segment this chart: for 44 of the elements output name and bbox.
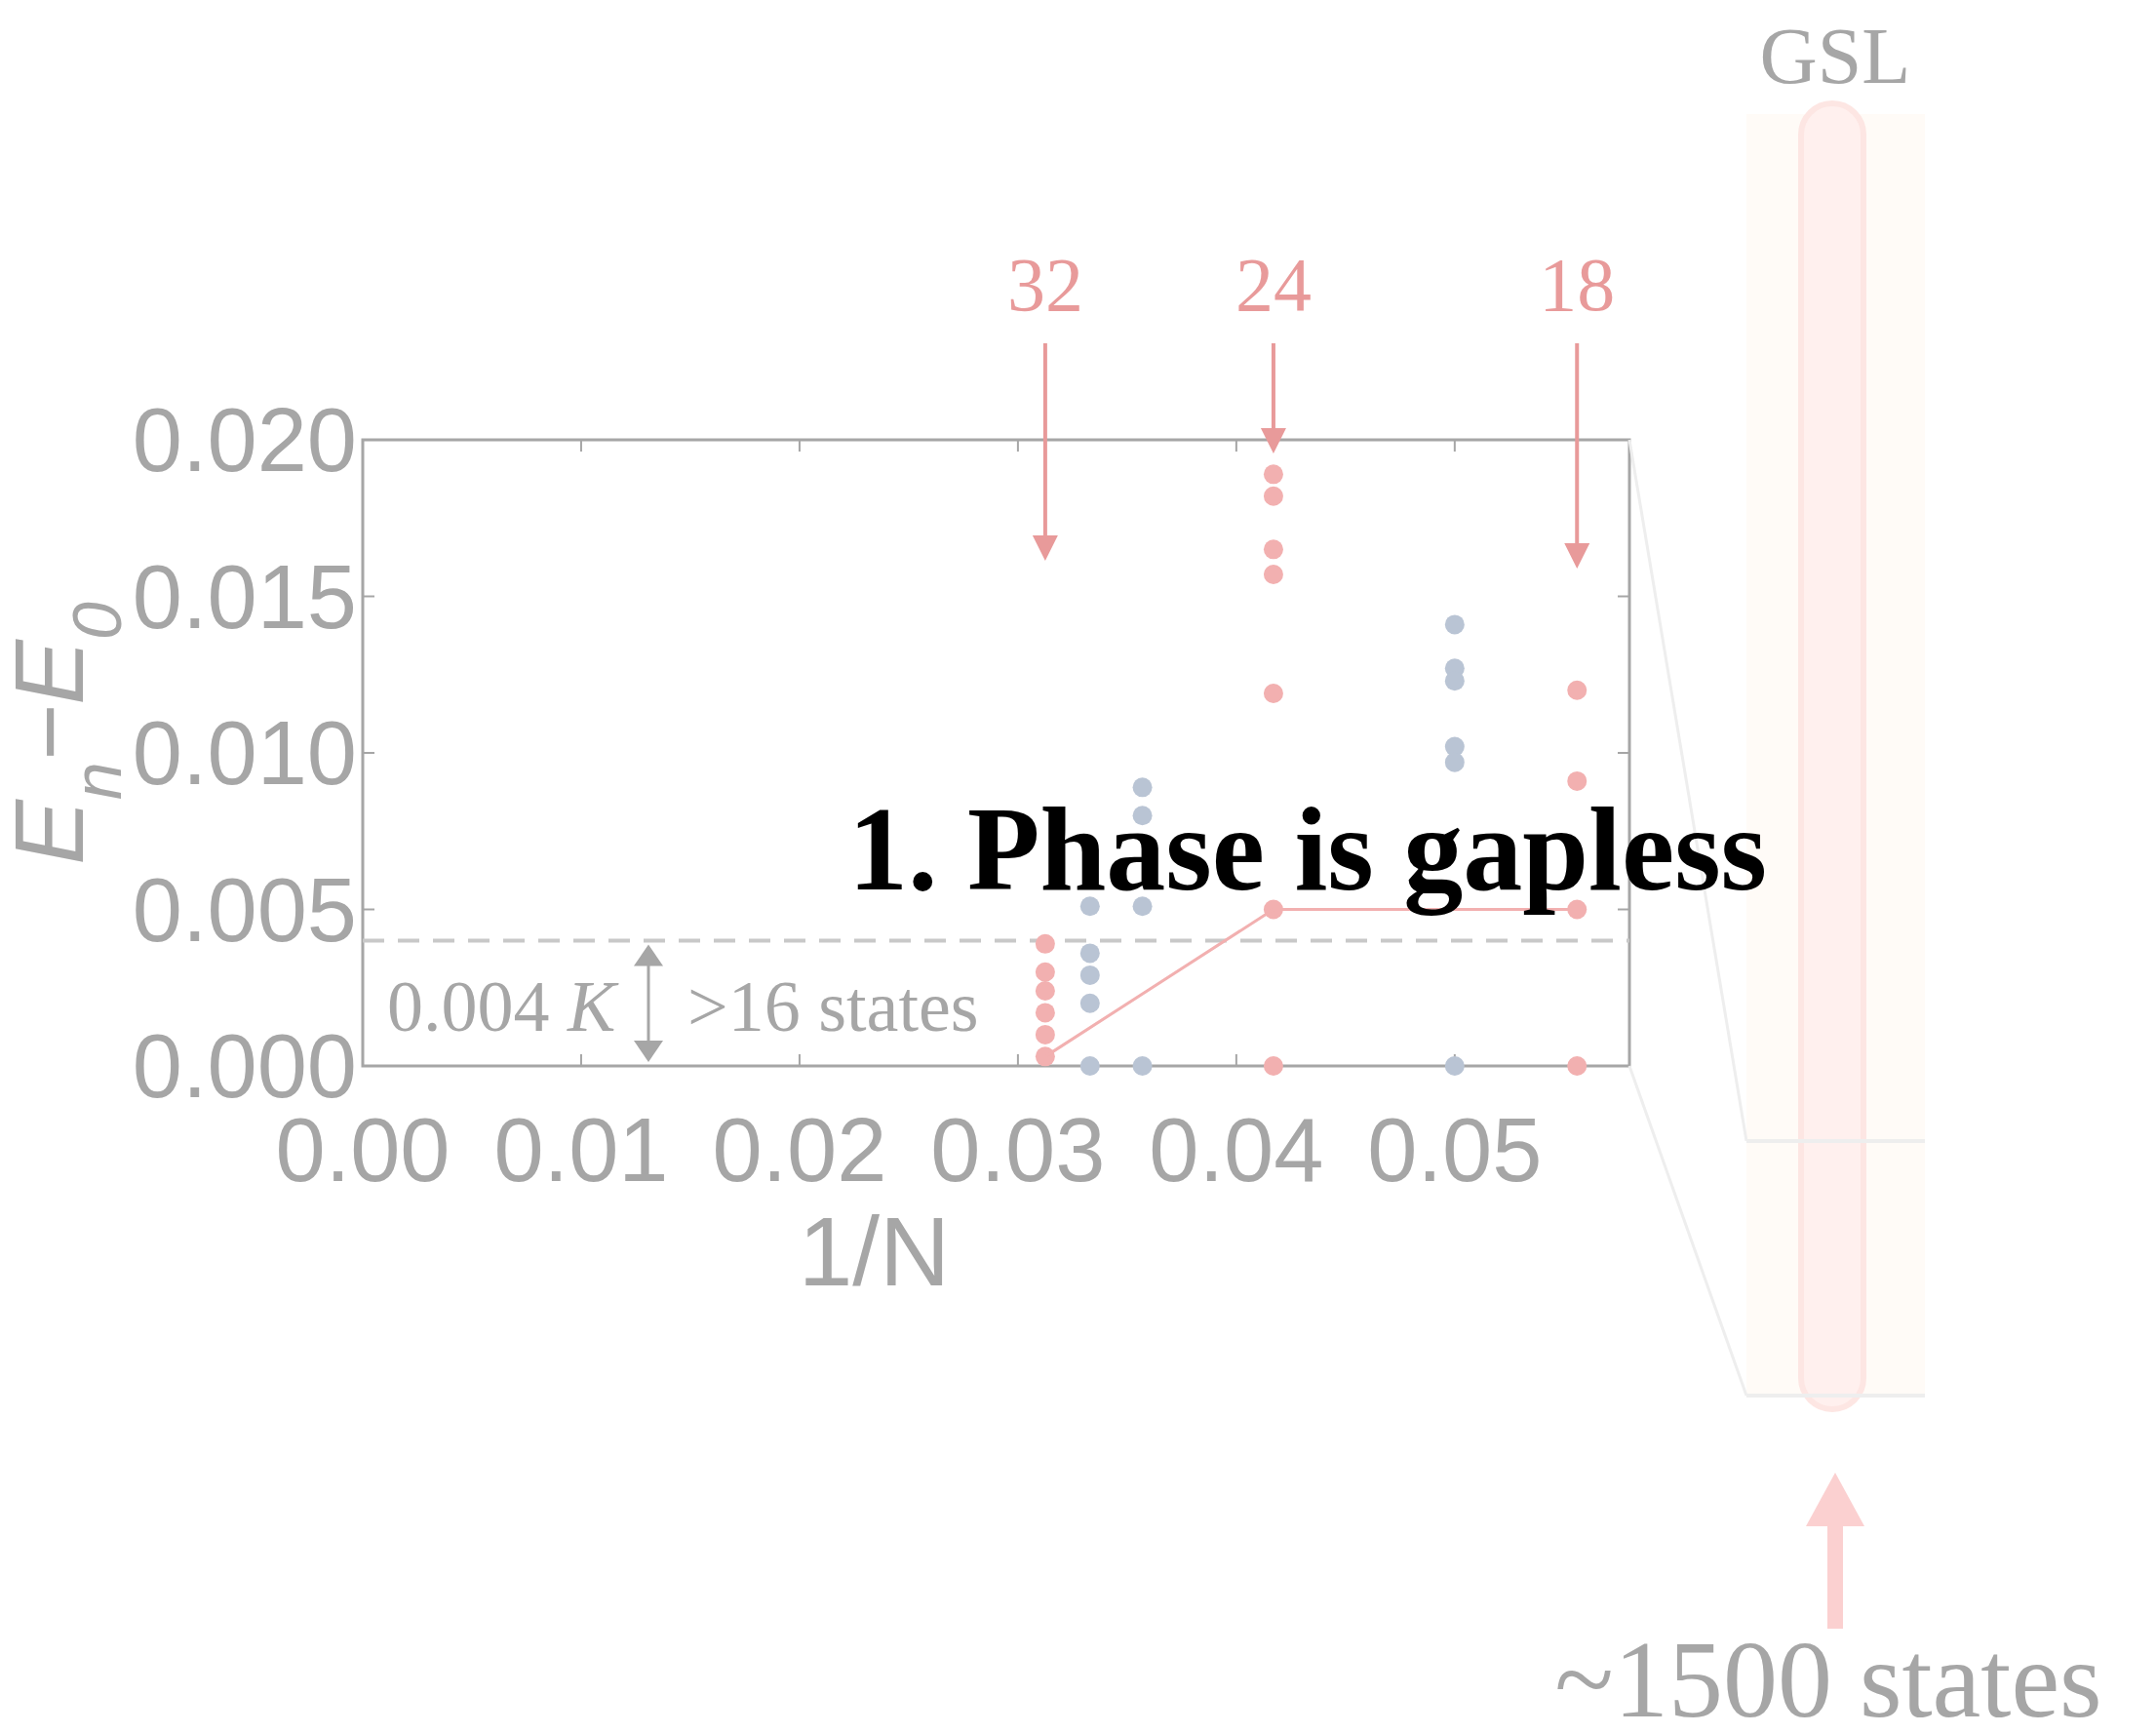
point xyxy=(1263,464,1283,485)
point xyxy=(1079,1056,1100,1076)
point xyxy=(1035,933,1055,954)
y-tick-label: 0.015 xyxy=(132,546,357,647)
y-tick-label: 0.010 xyxy=(132,703,357,803)
point xyxy=(1132,896,1153,917)
annotation: 18 xyxy=(1539,242,1616,327)
point xyxy=(1132,777,1153,798)
x-tick-label: 0.03 xyxy=(930,1100,1106,1200)
text: ~1500 states xyxy=(1554,1619,2102,1734)
point xyxy=(1567,770,1588,791)
y-tick-label: 0.020 xyxy=(132,390,357,490)
point xyxy=(1263,1056,1283,1076)
point xyxy=(1035,962,1055,982)
x-tick-label: 0.05 xyxy=(1367,1100,1543,1200)
point xyxy=(1079,965,1100,985)
point xyxy=(1132,1056,1153,1076)
text: 1. Phase is gapless xyxy=(847,783,1768,916)
annotation: >16 states xyxy=(687,966,979,1046)
point xyxy=(1079,896,1100,917)
point xyxy=(1035,1024,1055,1044)
point xyxy=(1263,539,1283,560)
annotation: 32 xyxy=(1006,242,1083,327)
point xyxy=(1567,680,1588,700)
point xyxy=(1079,943,1100,964)
point xyxy=(1035,1003,1055,1023)
annotation: 0.004 K xyxy=(387,966,619,1046)
point xyxy=(1444,752,1465,772)
point xyxy=(1263,486,1283,506)
x-tick-label: 0.01 xyxy=(493,1100,669,1200)
text: GSL xyxy=(1759,12,1911,100)
point xyxy=(1444,1056,1465,1076)
point xyxy=(1263,565,1283,585)
point xyxy=(1035,980,1055,1001)
x-axis-title: 1/N xyxy=(798,1197,951,1306)
point xyxy=(1079,993,1100,1013)
x-tick-label: 0.02 xyxy=(712,1100,887,1200)
x-tick-label: 0.04 xyxy=(1149,1100,1324,1200)
annotation: 24 xyxy=(1235,242,1312,327)
point xyxy=(1263,684,1283,704)
point xyxy=(1567,1056,1588,1076)
point xyxy=(1444,671,1465,691)
point xyxy=(1444,614,1465,635)
y-tick-label: 0.005 xyxy=(132,859,357,960)
